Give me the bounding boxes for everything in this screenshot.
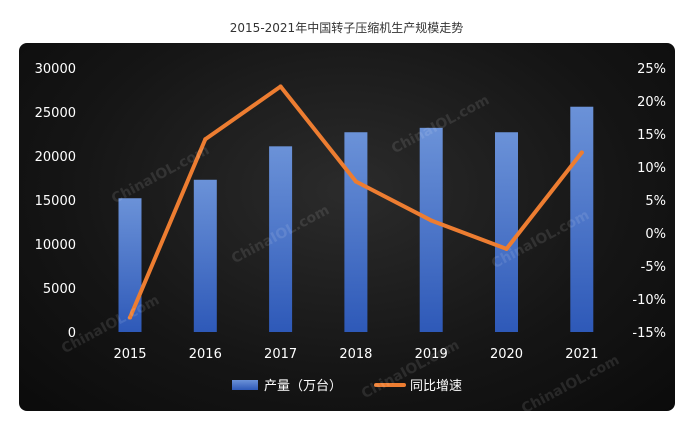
point-growth-2021 — [579, 150, 584, 155]
bar-production-2017 — [269, 146, 293, 332]
x-tick-label: 2015 — [113, 347, 146, 362]
bar-production-2019 — [419, 127, 443, 332]
x-tick-label: 2021 — [565, 347, 598, 362]
legend-swatch-production — [232, 380, 258, 390]
y-right-tick-label: 10% — [637, 161, 666, 176]
legend-label-growth: 同比增速 — [410, 379, 462, 394]
y-right-tick-label: -5% — [641, 260, 666, 275]
y-right-tick-label: 5% — [645, 194, 666, 209]
point-growth-2020 — [504, 246, 509, 251]
y-right-tick-label: -10% — [632, 293, 666, 308]
y-left-tick-label: 5000 — [43, 282, 76, 297]
point-growth-2017 — [278, 84, 283, 89]
y-right-tick-label: 15% — [637, 128, 666, 143]
y-left-tick-label: 15000 — [35, 194, 76, 209]
chart-card: ChinaIOL.com ChinaIOL.com ChinaIOL.com C… — [19, 43, 675, 411]
y-right-tick-label: 20% — [637, 95, 666, 110]
y-right-tick-label: -15% — [632, 326, 666, 341]
point-growth-2019 — [429, 218, 434, 223]
y-left-tick-label: 20000 — [35, 150, 76, 165]
legend-label-production: 产量（万台） — [264, 379, 342, 394]
bar-production-2020 — [495, 132, 518, 332]
bar-production-2015 — [118, 198, 142, 332]
x-tick-label: 2016 — [189, 347, 222, 362]
combo-chart: 30000 25000 20000 15000 10000 5000 0 25% 20% 15%… — [35, 62, 666, 394]
point-growth-2015 — [128, 315, 132, 320]
y-left-tick-label: 10000 — [35, 238, 76, 253]
y-right-tick-label: 25% — [637, 62, 666, 77]
x-tick-label: 2018 — [339, 347, 372, 362]
bar-production-2018 — [344, 132, 368, 332]
point-growth-2016 — [203, 137, 208, 142]
bar-production-2016 — [193, 179, 217, 332]
page-title: 2015-2021年中国转子压缩机生产规模走势 — [229, 21, 464, 35]
y-right-tick-label: 0% — [645, 227, 666, 242]
y-left-tick-label: 0 — [68, 326, 76, 341]
x-tick-label: 2020 — [490, 347, 523, 362]
x-tick-label: 2017 — [264, 347, 297, 362]
y-left-tick-label: 25000 — [35, 106, 76, 121]
y-left-tick-label: 30000 — [35, 62, 76, 77]
point-growth-2018 — [353, 179, 358, 184]
x-tick-label: 2019 — [415, 347, 448, 362]
